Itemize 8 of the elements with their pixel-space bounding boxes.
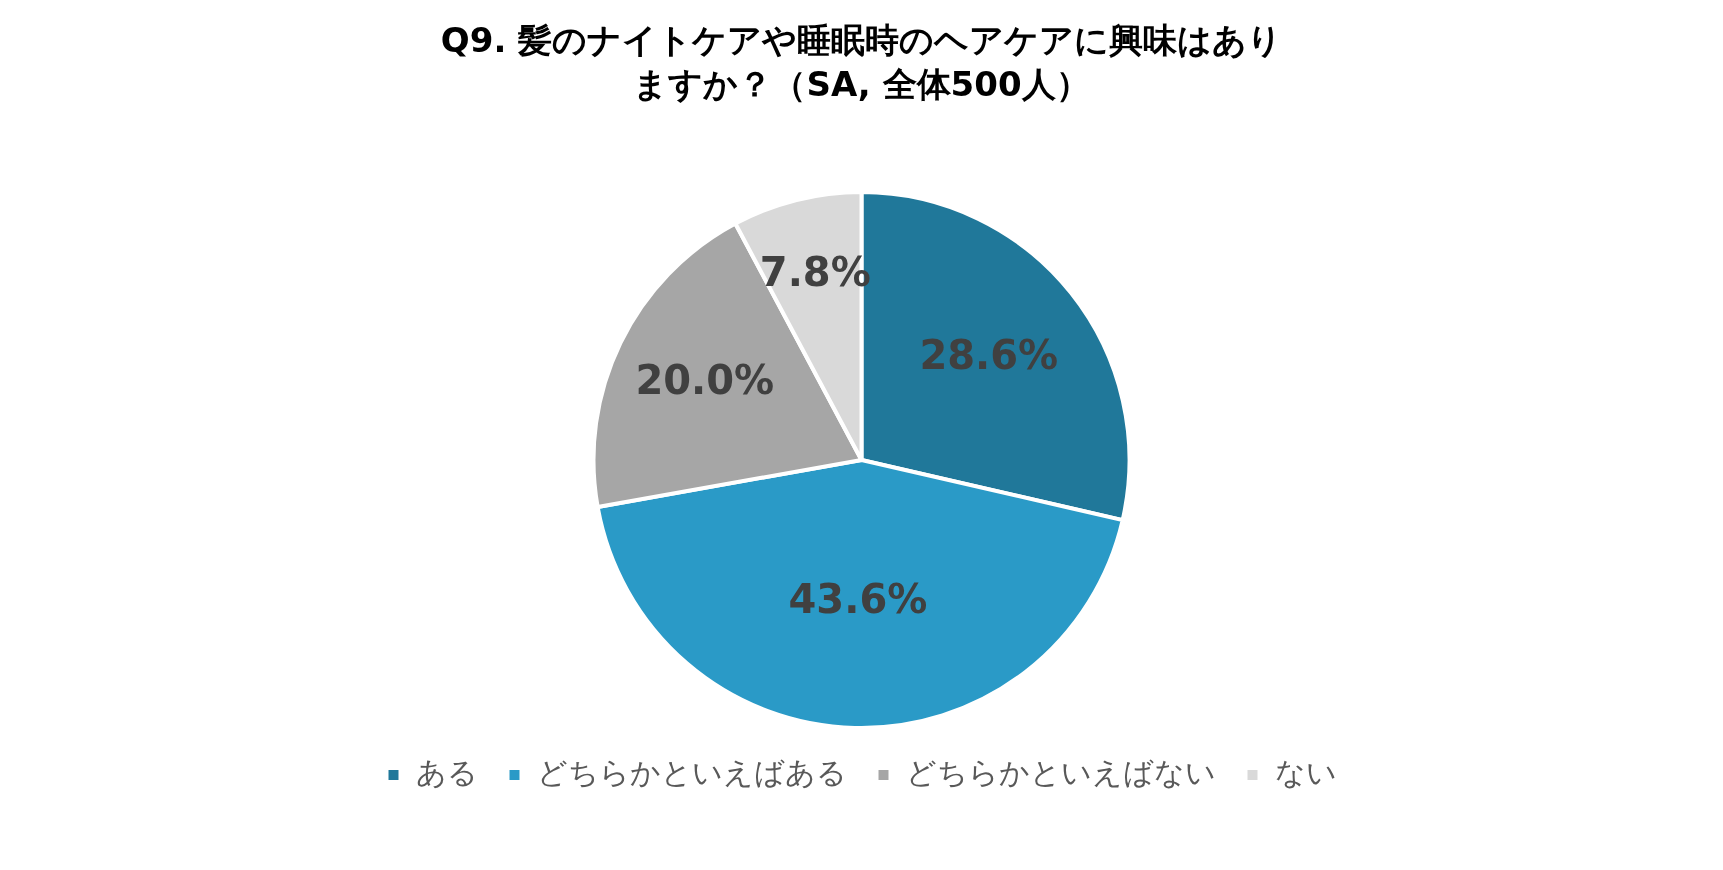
legend-label: どちらかといえばない xyxy=(905,754,1216,790)
data-label: 43.6% xyxy=(788,575,928,622)
legend-label: ない xyxy=(1274,754,1337,790)
data-label: 28.6% xyxy=(919,332,1059,379)
legend-label: どちらかといえばある xyxy=(536,754,847,790)
data-label: 20.0% xyxy=(635,357,775,404)
chart-title: Q9. 髪のナイトケアや睡眠時のヘアケアに興味はありますか？（SA, 全体500人） xyxy=(439,19,1284,106)
legend-label: ある xyxy=(415,754,478,790)
